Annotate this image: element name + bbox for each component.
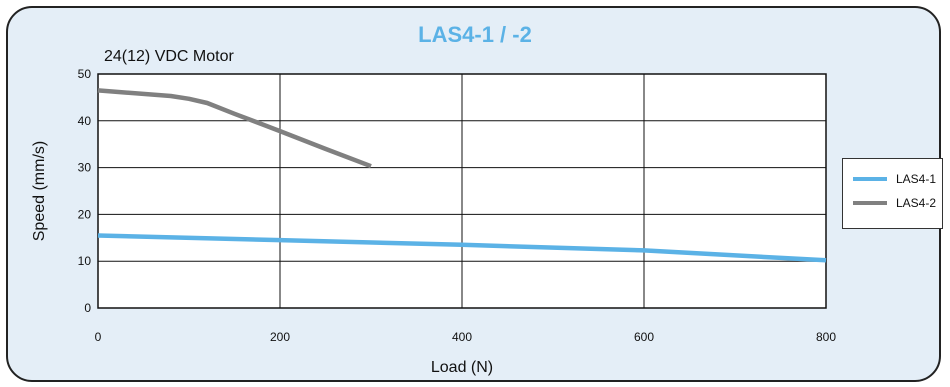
legend-item-las4-1: LAS4-1 [853,171,936,187]
x-tick-label: 400 [452,330,472,344]
legend-swatch [853,201,887,205]
y-tick-label: 0 [84,301,91,315]
legend-label: LAS4-2 [896,196,937,210]
series-line-las4-2 [97,88,372,169]
y-tick-label: 10 [78,254,92,268]
y-axis-label: Speed (mm/s) [31,141,48,241]
y-tick-label: 50 [78,67,92,81]
x-tick-label: 600 [634,330,654,344]
x-tick-label: 800 [816,330,836,344]
plot-frame [97,73,827,309]
y-tick-label: 40 [78,114,92,128]
chart-title: LAS4-1 / -2 [418,22,532,47]
y-tick-label: 30 [78,161,92,175]
x-axis-label: Load (N) [431,359,493,376]
legend-swatch [853,177,887,181]
y-tick-label: 20 [78,207,92,221]
chart-legend: LAS4-1 LAS4-2 [842,158,943,229]
series-line-las4-1 [97,233,827,263]
x-tick-label: 0 [95,330,102,344]
legend-item-las4-2: LAS4-2 [853,195,936,211]
chart-subtitle: 24(12) VDC Motor [104,48,234,65]
x-tick-label: 200 [270,330,290,344]
legend-label: LAS4-1 [896,172,937,186]
